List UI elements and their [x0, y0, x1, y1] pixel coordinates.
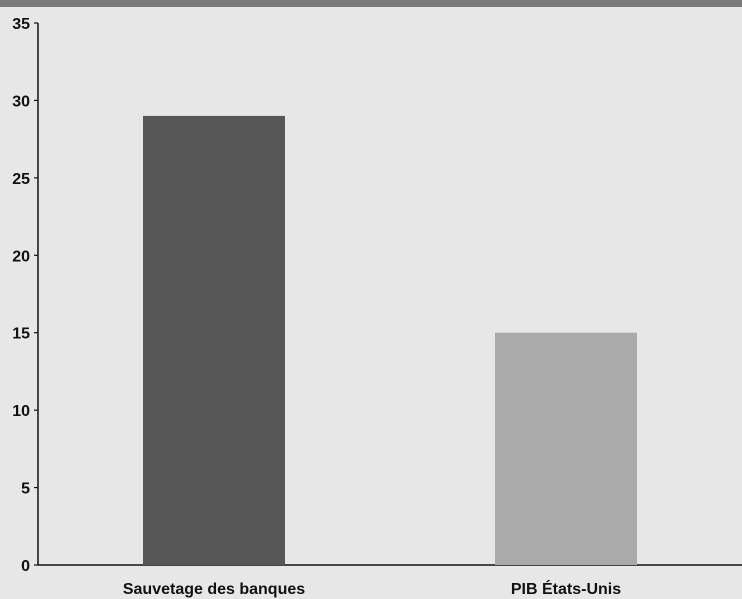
y-tick-label: 25: [12, 171, 30, 188]
bar-2: [495, 332, 637, 565]
y-tick-label: 10: [12, 403, 30, 420]
x-axis-labels: Sauvetage des banques PIB États-Unis: [123, 579, 621, 598]
y-tick-label: 0: [21, 558, 30, 575]
y-tick-label: 35: [12, 16, 30, 33]
bars-group: [143, 115, 637, 566]
y-tick-label: 20: [12, 248, 30, 265]
x-category-label: PIB États-Unis: [511, 579, 621, 598]
y-tick-label: 30: [12, 93, 30, 110]
y-tick-label: 15: [12, 326, 30, 343]
y-axis-ticks: 0 5 10 15 20 25 30 35: [12, 16, 38, 575]
header-bar: [0, 0, 742, 7]
y-tick-label: 5: [21, 481, 30, 498]
bar-1: [143, 115, 285, 566]
x-category-label: Sauvetage des banques: [123, 581, 305, 598]
